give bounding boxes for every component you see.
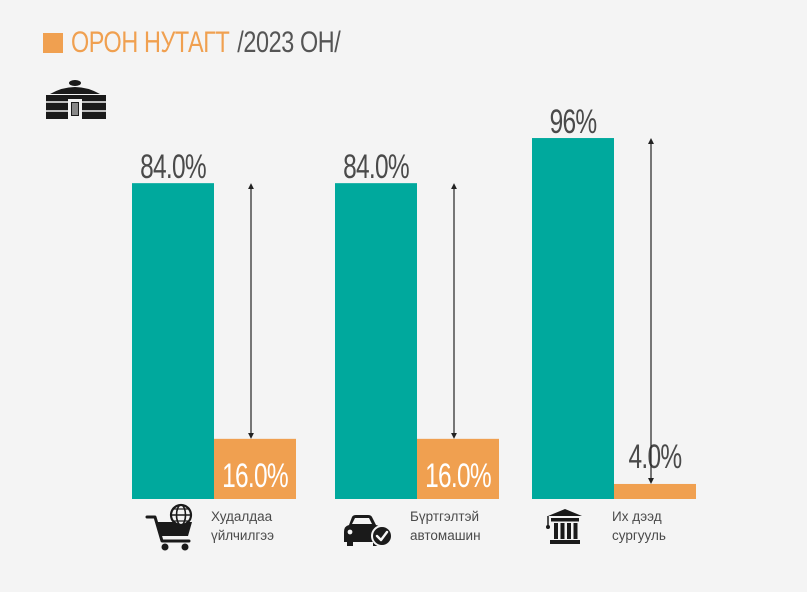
bar-series-1: [335, 183, 417, 499]
category-label-line: Их дээд: [612, 509, 662, 524]
category-label-line: сургууль: [612, 528, 666, 543]
category-label-university: Их дээд сургууль: [612, 507, 666, 545]
yurt-icon: [46, 80, 106, 119]
data-label-series-1: 96%: [550, 103, 597, 141]
data-label-series-2: 4.0%: [629, 438, 682, 476]
bar-series-2: [417, 438, 499, 499]
bar-series-1: [132, 183, 214, 499]
category-label-line: Худалдаа: [211, 509, 273, 524]
chart-title: ОРОН НУТАГТ/2023 ОН/: [43, 26, 416, 60]
category-label-trade: Худалдаа үйлчилгээ: [211, 507, 274, 545]
category-label-line: автомашин: [410, 528, 481, 543]
bar-series-2: [214, 438, 296, 499]
data-label-series-1: 84.0%: [140, 148, 206, 186]
category-label-line: Бүртгэлтэй: [410, 509, 480, 524]
title-square-icon: [43, 33, 63, 53]
data-label-series-2: 16.0%: [425, 457, 491, 495]
car-check-icon: [344, 515, 393, 547]
bar-series-2: [614, 483, 696, 499]
category-label-cars: Бүртгэлтэй автомашин: [410, 507, 481, 545]
shopping-cart-globe-icon: [145, 503, 193, 551]
title-sub: /2023 ОН/: [237, 26, 341, 59]
title-text: ОРОН НУТАГТ/2023 ОН/: [71, 26, 341, 60]
data-label-series-1: 84.0%: [343, 148, 409, 186]
category-label-line: үйлчилгээ: [211, 528, 275, 543]
university-icon: [546, 509, 582, 544]
title-main: ОРОН НУТАГТ: [71, 26, 230, 59]
data-label-series-2: 16.0%: [222, 457, 288, 495]
bar-series-1: [532, 138, 614, 500]
